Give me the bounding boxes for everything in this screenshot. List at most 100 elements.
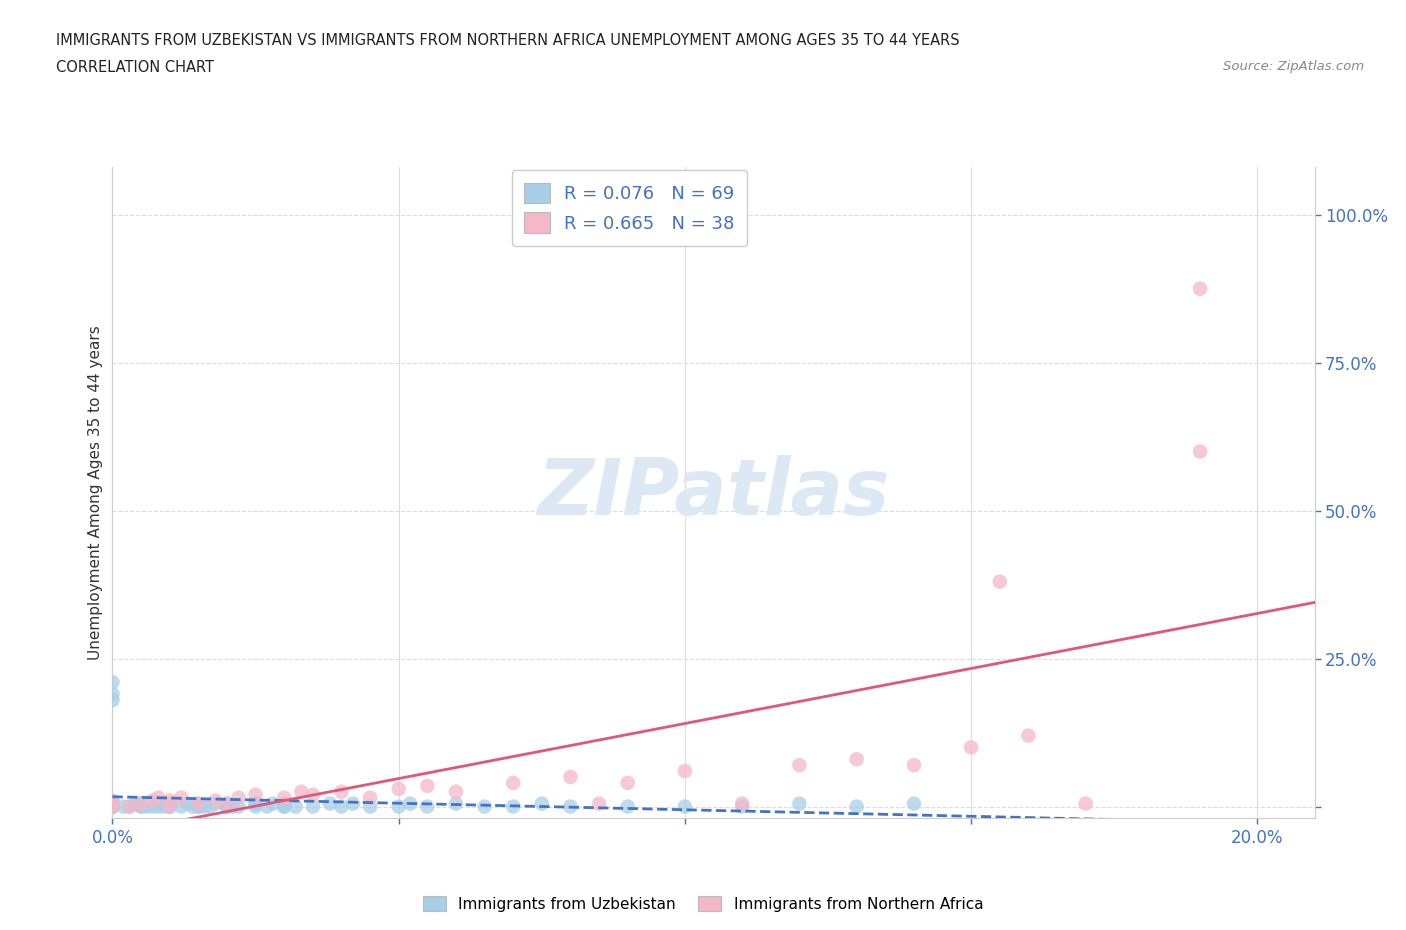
Text: IMMIGRANTS FROM UZBEKISTAN VS IMMIGRANTS FROM NORTHERN AFRICA UNEMPLOYMENT AMONG: IMMIGRANTS FROM UZBEKISTAN VS IMMIGRANTS… bbox=[56, 33, 960, 47]
Point bbox=[342, 796, 364, 811]
Point bbox=[159, 796, 181, 811]
Point bbox=[215, 799, 238, 814]
Point bbox=[273, 799, 295, 814]
Point bbox=[245, 796, 267, 811]
Point bbox=[101, 799, 124, 814]
Point bbox=[444, 784, 467, 799]
Point bbox=[284, 799, 307, 814]
Text: Source: ZipAtlas.com: Source: ZipAtlas.com bbox=[1223, 60, 1364, 73]
Point bbox=[245, 799, 267, 814]
Legend: R = 0.076   N = 69, R = 0.665   N = 38: R = 0.076 N = 69, R = 0.665 N = 38 bbox=[512, 170, 747, 246]
Point bbox=[245, 796, 267, 811]
Point bbox=[262, 796, 284, 811]
Point bbox=[560, 769, 582, 784]
Point bbox=[988, 574, 1011, 589]
Point bbox=[1189, 444, 1212, 458]
Point bbox=[101, 799, 124, 814]
Point bbox=[416, 778, 439, 793]
Point bbox=[789, 758, 811, 773]
Point bbox=[187, 796, 209, 811]
Point bbox=[101, 796, 124, 811]
Point bbox=[141, 799, 163, 814]
Point bbox=[222, 799, 245, 814]
Point bbox=[530, 796, 553, 811]
Point bbox=[129, 796, 152, 811]
Point bbox=[228, 790, 250, 805]
Point bbox=[204, 793, 226, 808]
Point bbox=[101, 686, 124, 701]
Point bbox=[502, 776, 524, 790]
Text: CORRELATION CHART: CORRELATION CHART bbox=[56, 60, 214, 75]
Point bbox=[181, 799, 204, 814]
Point bbox=[359, 799, 381, 814]
Point bbox=[330, 799, 353, 814]
Point bbox=[903, 796, 925, 811]
Point bbox=[176, 796, 198, 811]
Text: ZIPatlas: ZIPatlas bbox=[537, 455, 890, 531]
Point bbox=[616, 776, 638, 790]
Point bbox=[187, 799, 209, 814]
Point bbox=[845, 751, 868, 766]
Point bbox=[129, 796, 152, 811]
Point bbox=[960, 740, 983, 755]
Point bbox=[359, 790, 381, 805]
Point bbox=[273, 799, 295, 814]
Point bbox=[159, 799, 181, 814]
Point bbox=[101, 796, 124, 811]
Point bbox=[159, 793, 181, 808]
Point bbox=[588, 796, 610, 811]
Point bbox=[101, 799, 124, 814]
Point bbox=[215, 796, 238, 811]
Point bbox=[474, 799, 496, 814]
Point bbox=[273, 796, 295, 811]
Point bbox=[129, 796, 152, 811]
Point bbox=[170, 790, 193, 805]
Point bbox=[148, 796, 170, 811]
Point bbox=[444, 796, 467, 811]
Point bbox=[845, 799, 868, 814]
Point bbox=[198, 799, 221, 814]
Point bbox=[159, 796, 181, 811]
Point bbox=[170, 799, 193, 814]
Point bbox=[616, 799, 638, 814]
Point bbox=[256, 799, 278, 814]
Point bbox=[159, 799, 181, 814]
Point bbox=[215, 796, 238, 811]
Point bbox=[135, 799, 157, 814]
Legend: Immigrants from Uzbekistan, Immigrants from Northern Africa: Immigrants from Uzbekistan, Immigrants f… bbox=[416, 889, 990, 918]
Point bbox=[101, 799, 124, 814]
Point bbox=[388, 799, 411, 814]
Point bbox=[215, 799, 238, 814]
Point bbox=[301, 799, 323, 814]
Point bbox=[101, 796, 124, 811]
Point bbox=[141, 793, 163, 808]
Point bbox=[101, 796, 124, 811]
Point bbox=[187, 799, 209, 814]
Point bbox=[159, 799, 181, 814]
Point bbox=[789, 796, 811, 811]
Point bbox=[388, 781, 411, 796]
Point bbox=[673, 764, 696, 778]
Point bbox=[731, 796, 754, 811]
Point bbox=[112, 799, 135, 814]
Point bbox=[148, 799, 170, 814]
Point bbox=[1074, 796, 1097, 811]
Point bbox=[124, 796, 146, 811]
Point bbox=[731, 799, 754, 814]
Point bbox=[101, 675, 124, 690]
Point bbox=[1017, 728, 1039, 743]
Point bbox=[319, 796, 342, 811]
Point bbox=[228, 799, 250, 814]
Point bbox=[301, 788, 323, 803]
Point bbox=[560, 799, 582, 814]
Point bbox=[129, 799, 152, 814]
Point bbox=[101, 693, 124, 708]
Point bbox=[273, 790, 295, 805]
Point bbox=[290, 784, 312, 799]
Point bbox=[148, 790, 170, 805]
Point bbox=[330, 784, 353, 799]
Point bbox=[399, 796, 422, 811]
Y-axis label: Unemployment Among Ages 35 to 44 years: Unemployment Among Ages 35 to 44 years bbox=[89, 326, 103, 660]
Point bbox=[159, 799, 181, 814]
Point bbox=[129, 799, 152, 814]
